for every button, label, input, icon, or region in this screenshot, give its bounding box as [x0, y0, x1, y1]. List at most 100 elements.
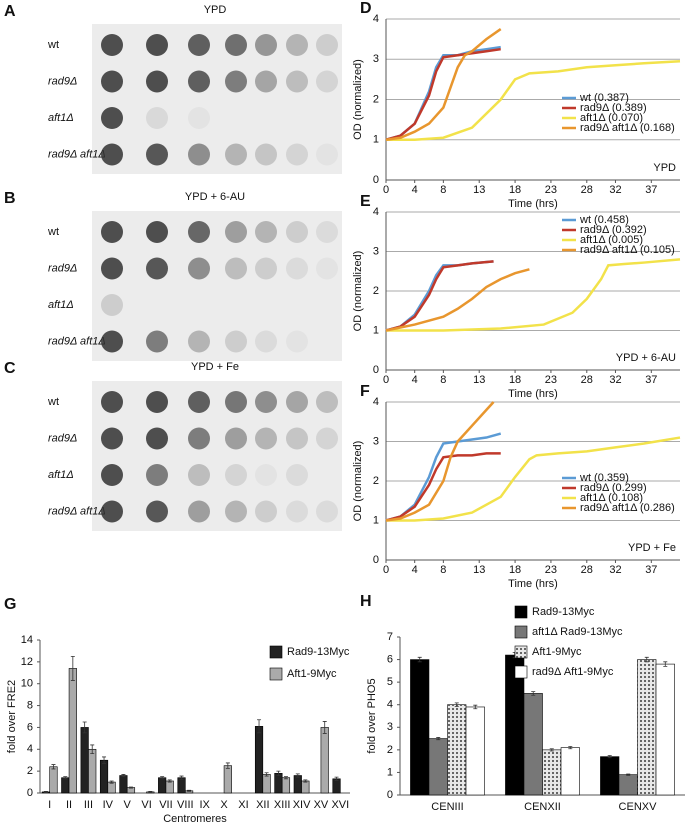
- spot: [146, 143, 168, 166]
- bar: [332, 778, 341, 794]
- bar: [293, 775, 302, 794]
- legend-label: rad9Δ (0.299): [580, 482, 647, 494]
- error-bar: [109, 780, 114, 784]
- bar: [88, 748, 97, 794]
- error-bar: [436, 737, 441, 741]
- y-tick-label: 14: [21, 634, 33, 646]
- error-bar: [568, 746, 573, 750]
- panel-letter: A: [4, 3, 16, 20]
- spot: [146, 34, 168, 56]
- y-tick-label: 0: [373, 554, 379, 566]
- spot: [188, 70, 210, 93]
- legend-swatch: [514, 625, 528, 639]
- x-tick-label: IV: [103, 799, 114, 811]
- error-bar: [82, 721, 87, 734]
- panel-letter: H: [360, 593, 372, 610]
- data-line: [386, 436, 681, 522]
- spot: [101, 107, 123, 129]
- y-tick-label: 8: [27, 699, 33, 711]
- x-tick-label: 37: [645, 374, 657, 386]
- y-tick-label: 4: [373, 206, 379, 218]
- bar: [600, 756, 620, 796]
- spot: [225, 257, 247, 280]
- y-tick-label: 7: [387, 631, 393, 643]
- strain-label: rad9Δ: [48, 432, 77, 444]
- annotation: YPD + 6-AU: [616, 352, 676, 364]
- legend-label: rad9Δ aft1Δ (0.286): [580, 502, 675, 514]
- spot: [286, 34, 308, 56]
- error-bar: [148, 790, 153, 793]
- x-tick-label: CENIII: [431, 801, 463, 813]
- y-axis-label: OD (normalized): [352, 59, 364, 140]
- x-tick-label: 37: [645, 564, 657, 576]
- spot: [146, 107, 168, 129]
- legend-label: Rad9-13Myc: [532, 606, 595, 618]
- spot: [225, 391, 247, 413]
- error-bar: [102, 756, 107, 764]
- spot: [255, 427, 277, 450]
- x-tick-label: CENXV: [619, 801, 658, 813]
- spot: [225, 70, 247, 93]
- y-tick-label: 4: [387, 699, 393, 711]
- x-tick-label: XI: [238, 799, 248, 811]
- spot: [225, 143, 247, 166]
- x-tick-label: 32: [609, 184, 621, 196]
- bar: [107, 781, 116, 794]
- bar: [542, 749, 562, 796]
- legend-label: rad9Δ (0.392): [580, 224, 647, 236]
- error-bar: [90, 744, 95, 755]
- bar: [274, 773, 283, 794]
- spot: [225, 464, 247, 486]
- bar: [447, 704, 467, 796]
- data-line: [386, 258, 681, 332]
- x-tick-label: 13: [473, 564, 485, 576]
- legend-swatch: [514, 605, 528, 619]
- strain-label: aft1Δ: [48, 299, 74, 311]
- panel-title: YPD + 6-AU: [185, 191, 245, 203]
- x-tick-label: VIII: [177, 799, 194, 811]
- legend-label: rad9Δ Aft1-9Myc: [532, 666, 614, 678]
- panel-letter: G: [4, 596, 16, 613]
- x-tick-label: VI: [141, 799, 151, 811]
- y-tick-label: 2: [373, 475, 379, 487]
- error-bar: [322, 721, 327, 734]
- bar: [637, 659, 657, 796]
- spot: [316, 257, 338, 280]
- x-axis-label: Time (hrs): [508, 198, 558, 210]
- error-bar: [51, 764, 56, 770]
- error-bar: [663, 661, 668, 667]
- error-bar: [644, 656, 649, 663]
- bar: [262, 774, 271, 794]
- legend-label: aft1Δ Rad9-13Myc: [532, 626, 623, 638]
- y-axis-label: OD (normalized): [352, 251, 364, 332]
- x-tick-label: 13: [473, 184, 485, 196]
- spot: [316, 34, 338, 56]
- x-tick-label: X: [220, 799, 228, 811]
- data-line: [385, 268, 530, 332]
- spot: [286, 427, 308, 450]
- y-axis-label: fold over FRE2: [6, 680, 18, 753]
- spot: [146, 330, 168, 353]
- spot: [286, 70, 308, 93]
- bar: [465, 706, 485, 796]
- spot: [255, 70, 277, 93]
- data-line: [385, 260, 494, 332]
- legend-label: rad9Δ aft1Δ (0.168): [580, 122, 675, 134]
- error-bar: [626, 773, 631, 776]
- spot: [255, 330, 277, 353]
- error-bar: [295, 773, 300, 778]
- spot: [255, 221, 277, 243]
- plate: [92, 24, 342, 174]
- spot: [146, 464, 168, 486]
- panel-letter: F: [360, 383, 370, 400]
- data-line: [385, 452, 501, 522]
- y-tick-label: 1: [373, 514, 379, 526]
- x-tick-label: 32: [609, 564, 621, 576]
- strain-label: aft1Δ: [48, 469, 74, 481]
- bar: [618, 774, 638, 796]
- x-tick-label: VII: [159, 799, 172, 811]
- error-bar: [225, 762, 230, 769]
- error-bar: [531, 691, 536, 696]
- bar: [165, 780, 174, 794]
- error-bar: [264, 772, 269, 777]
